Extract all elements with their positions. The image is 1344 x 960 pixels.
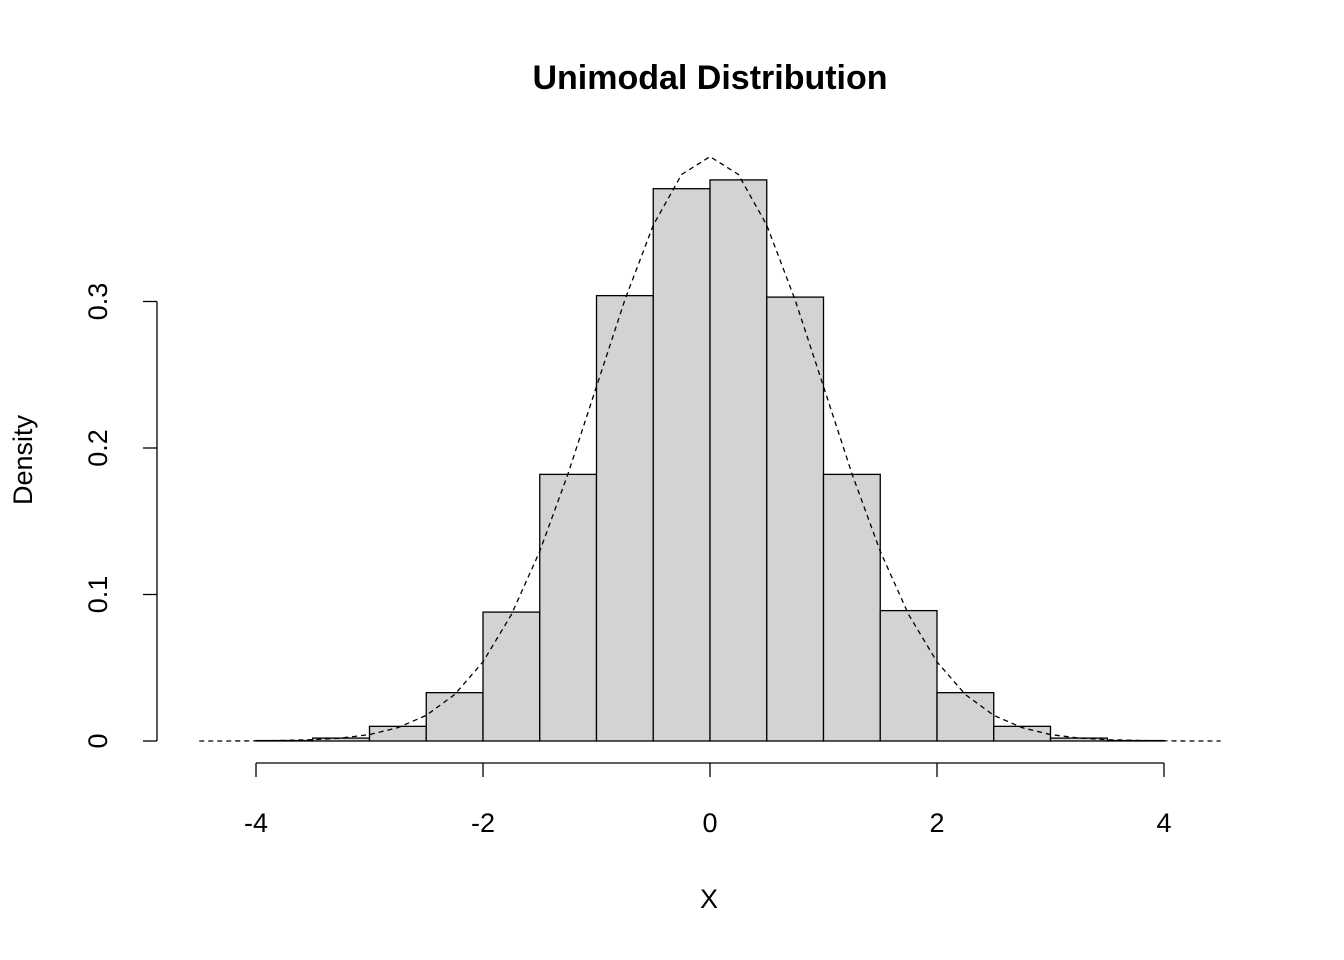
bar	[766, 296, 825, 742]
bar	[993, 725, 1052, 742]
bar	[1049, 737, 1108, 742]
bar	[312, 737, 371, 742]
bar	[482, 611, 541, 742]
x-tick-label: 0	[702, 808, 717, 838]
x-tick-label: -4	[244, 808, 268, 838]
y-tick-label: 0.3	[83, 283, 113, 321]
x-tick-label: 4	[1156, 808, 1171, 838]
y-axis-label: Density	[8, 414, 38, 505]
bar	[709, 179, 768, 742]
bar	[539, 473, 598, 742]
bar	[652, 188, 711, 742]
bar	[879, 609, 938, 742]
bar	[822, 473, 881, 742]
density-line	[199, 155, 1221, 742]
y-tick-label: 0	[83, 733, 113, 748]
bar	[368, 725, 427, 742]
x-tick-label: 2	[929, 808, 944, 838]
bar	[425, 692, 484, 742]
x-axis-label: X	[700, 884, 718, 914]
y-tick-label: 0.2	[83, 429, 113, 467]
bar	[936, 692, 995, 742]
x-tick-label: -2	[471, 808, 495, 838]
chart-title: Unimodal Distribution	[532, 59, 887, 97]
y-tick-label: 0.1	[83, 576, 113, 614]
